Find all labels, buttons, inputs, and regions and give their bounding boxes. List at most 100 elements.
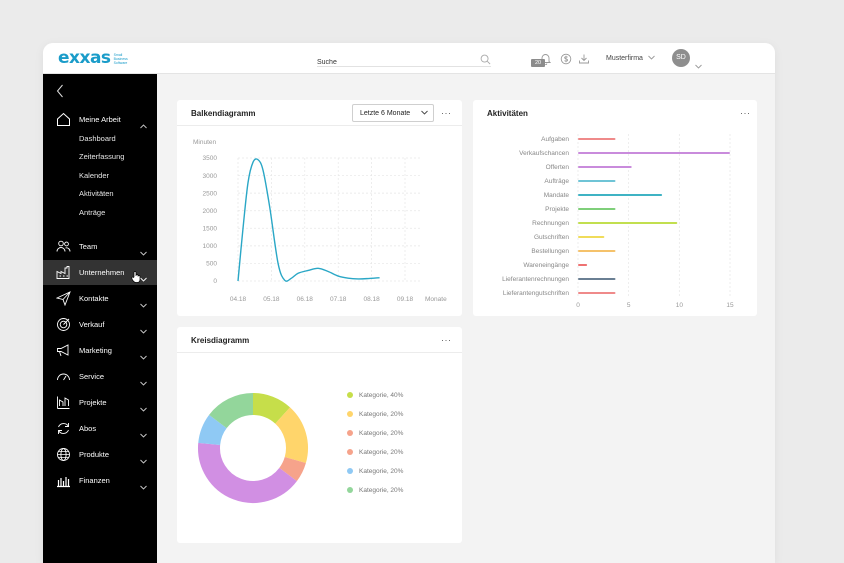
card-menu-button[interactable]: ···	[441, 335, 452, 345]
home-icon	[56, 112, 71, 132]
sidebar-item-label: Kontakte	[79, 294, 109, 303]
app-window: exxas Small Business Software 20 Musterf…	[43, 43, 775, 563]
sidebar-item-label: Produkte	[79, 450, 110, 459]
chevron-down-icon	[140, 477, 147, 495]
card-menu-button[interactable]: ···	[740, 108, 751, 118]
legend-item[interactable]: Kategorie, 20%	[347, 485, 403, 495]
sidebar-subitem-dashboard[interactable]: Dashboard	[79, 134, 116, 143]
category-label: Gutschriften	[534, 234, 569, 241]
category-label: Lieferantenrechnungen	[502, 276, 569, 283]
legend-label: Kategorie, 20%	[359, 429, 404, 437]
chevron-down-icon	[140, 399, 147, 417]
legend-swatch	[347, 468, 353, 474]
donut-slice	[252, 393, 291, 425]
company-switcher[interactable]: Musterfirma	[606, 55, 655, 62]
legend-label: Kategorie, 20%	[359, 448, 404, 456]
line-chart: Minuten 0 500 1000 1500 2000 2500 3000 3500 04.18…	[193, 139, 447, 303]
dollar-icon[interactable]	[560, 52, 572, 70]
bar	[578, 152, 730, 154]
bar	[578, 138, 616, 140]
card-divider	[177, 125, 462, 126]
bar	[578, 208, 616, 210]
sidebar-item-verkauf[interactable]: Verkauf	[43, 312, 157, 337]
sidebar-item-label: Abos	[79, 424, 97, 433]
period-select[interactable]: Letzte 6 Monate	[352, 104, 434, 122]
pie-chart-card: Kreisdiagramm ··· Kategorie, 40% Kategori…	[177, 327, 462, 543]
category-label: Wareneingänge	[523, 262, 569, 269]
brand-logo[interactable]: exxas Small Business Software	[58, 50, 134, 67]
download-icon[interactable]	[578, 52, 590, 70]
legend-label: Kategorie, 20%	[359, 486, 404, 494]
project-icon	[56, 395, 71, 415]
sidebar-item-label: Marketing	[79, 346, 112, 355]
globe-icon	[56, 447, 71, 467]
chevron-down-icon	[140, 295, 147, 313]
chevron-down-icon	[140, 373, 147, 391]
y-tick-label: 2000	[203, 208, 218, 215]
bar	[578, 264, 588, 266]
bar	[578, 278, 616, 280]
people-icon	[56, 239, 71, 259]
refresh-icon	[56, 421, 71, 441]
legend-item[interactable]: Kategorie, 20%	[347, 466, 403, 476]
card-title: Balkendiagramm	[191, 109, 256, 118]
sidebar-item-service[interactable]: Service	[43, 364, 157, 389]
x-axis-label: Monate	[425, 296, 447, 303]
donut-chart	[198, 393, 308, 503]
sidebar-item-finanzen[interactable]: Finanzen	[43, 468, 157, 493]
y-axis-label: Minuten	[193, 139, 217, 146]
chevron-down-icon	[140, 425, 147, 443]
hand-cursor-icon	[131, 270, 141, 288]
chevron-down-icon[interactable]	[695, 56, 702, 74]
megaphone-icon	[56, 343, 71, 363]
sidebar-item-label: Team	[79, 242, 98, 251]
sidebar-item-projekte[interactable]: Projekte	[43, 390, 157, 415]
search-field[interactable]	[317, 51, 491, 70]
legend-swatch	[347, 430, 353, 436]
sidebar-item-marketing[interactable]: Marketing	[43, 338, 157, 363]
legend-item[interactable]: Kategorie, 40%	[347, 390, 403, 400]
sidebar-item-abos[interactable]: Abos	[43, 416, 157, 441]
sidebar-item-kontakte[interactable]: Kontakte	[43, 286, 157, 311]
legend-item[interactable]: Kategorie, 20%	[347, 428, 403, 438]
donut-slice	[209, 393, 254, 429]
sidebar-item-meine-arbeit[interactable]: Meine Arbeit	[43, 107, 157, 132]
sidebar: Meine Arbeit Dashboard Zeiterfassung Kal…	[43, 74, 157, 563]
x-tick-label: 10	[676, 302, 684, 309]
chevron-left-icon[interactable]	[56, 84, 64, 103]
legend-label: Kategorie, 20%	[359, 410, 404, 418]
search-icon[interactable]	[480, 52, 491, 70]
x-tick-label: 15	[726, 302, 734, 309]
bar	[578, 292, 616, 294]
sidebar-subitem-antraege[interactable]: Anträge	[79, 208, 106, 217]
category-label: Verkaufschancen	[519, 150, 569, 157]
search-input[interactable]	[317, 55, 467, 70]
sidebar-item-team[interactable]: Team	[43, 234, 157, 259]
x-tick-label: 0	[576, 302, 580, 309]
avatar[interactable]: SD	[672, 49, 690, 67]
category-label: Aufträge	[544, 178, 569, 185]
chevron-down-icon	[140, 347, 147, 365]
category-label: Offerten	[546, 164, 570, 171]
chevron-down-icon	[140, 243, 147, 261]
bar	[578, 166, 632, 168]
sidebar-subitem-zeiterfassung[interactable]: Zeiterfassung	[79, 152, 125, 161]
gauge-icon	[56, 369, 71, 389]
card-title: Kreisdiagramm	[191, 336, 250, 345]
sidebar-subitem-kalender[interactable]: Kalender	[79, 171, 110, 180]
legend-item[interactable]: Kategorie, 20%	[347, 447, 403, 457]
legend-swatch	[347, 449, 353, 455]
legend-item[interactable]: Kategorie, 20%	[347, 409, 403, 419]
x-tick-label: 09.18	[397, 296, 414, 303]
sidebar-item-label: Verkauf	[79, 320, 105, 329]
sidebar-item-produkte[interactable]: Produkte	[43, 442, 157, 467]
card-menu-button[interactable]: ···	[441, 108, 452, 118]
brand-wordmark: exxas	[58, 48, 111, 68]
category-label: Mandate	[544, 192, 570, 199]
sidebar-item-label: Projekte	[79, 398, 107, 407]
x-tick-label: 04.18	[230, 296, 247, 303]
sidebar-item-label: Unternehmen	[79, 268, 125, 277]
category-label: Rechnungen	[532, 220, 569, 227]
sidebar-subitem-aktivitaeten[interactable]: Aktivitäten	[79, 189, 114, 198]
bar-chart-icon	[56, 473, 71, 493]
